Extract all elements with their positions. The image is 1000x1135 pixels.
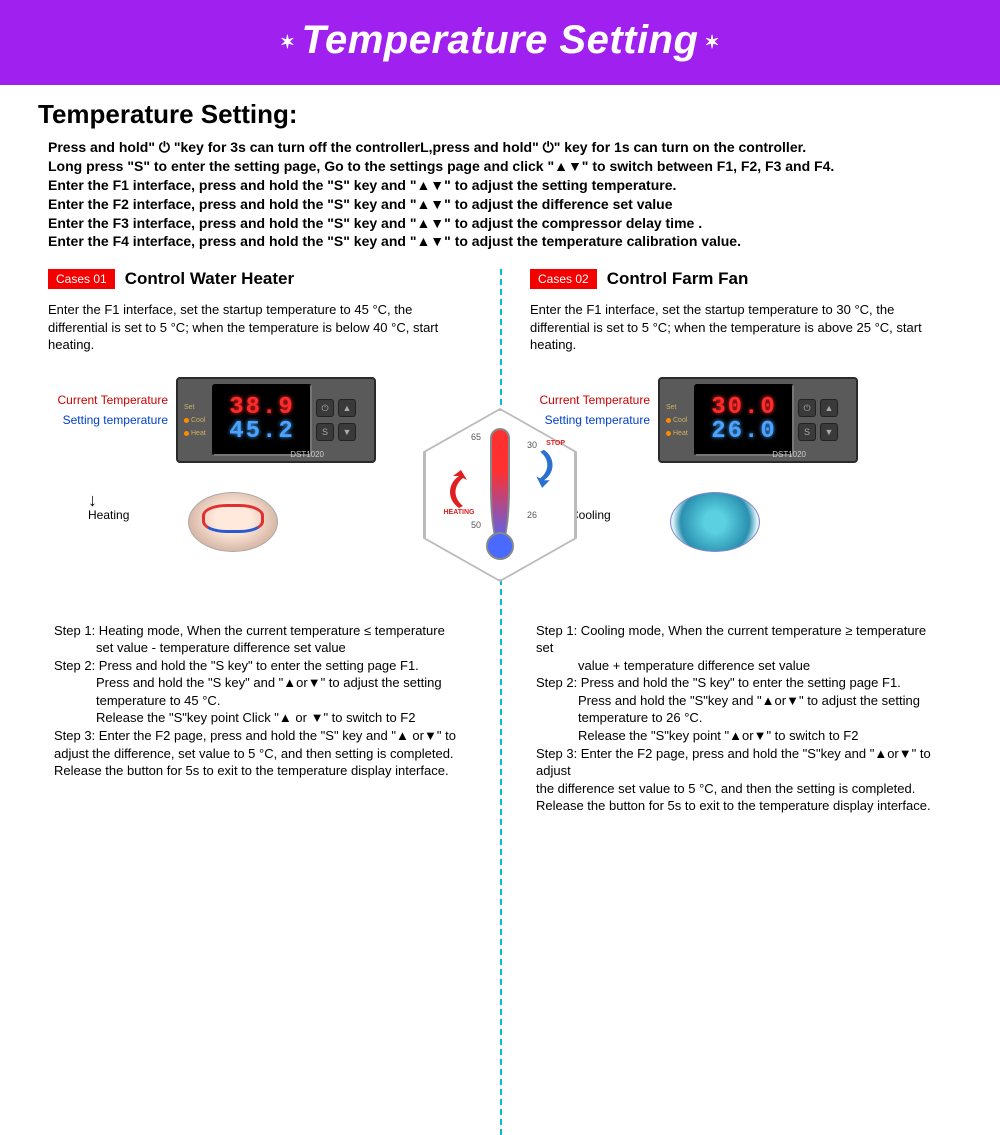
water-heater-icon bbox=[188, 492, 278, 552]
step-line: Step 1: Heating mode, When the current t… bbox=[54, 622, 464, 640]
step-line: the difference set value to 5 °C, and th… bbox=[536, 780, 946, 798]
controller-device: Set Cool Heat 30.0 26.0 ⏻▲ S▼ DST1020 bbox=[658, 377, 858, 463]
instruction-line: Long press "S" to enter the setting page… bbox=[48, 157, 962, 176]
display-current: 38.9 bbox=[229, 396, 295, 420]
step-line: Release the "S"key point Click "▲ or ▼" … bbox=[54, 709, 464, 727]
device-model: DST1020 bbox=[772, 450, 806, 459]
label-current-temp: Current Temperature bbox=[48, 391, 168, 410]
display-setting: 45.2 bbox=[229, 420, 295, 444]
step-line: Release the button for 5s to exit to the… bbox=[54, 762, 464, 780]
step-line: value + temperature difference set value bbox=[536, 657, 946, 675]
s-button-icon: S bbox=[316, 423, 334, 441]
instruction-line: Enter the F1 interface, press and hold t… bbox=[48, 176, 962, 195]
case-title: Control Water Heater bbox=[125, 269, 294, 289]
step-line: Step 3: Enter the F2 page, press and hol… bbox=[536, 745, 946, 780]
star-icon: ✶ bbox=[704, 32, 720, 52]
device-model: DST1020 bbox=[290, 450, 324, 459]
tick-65: 65 bbox=[471, 432, 481, 442]
arrow-down-icon: ↓ bbox=[88, 493, 470, 507]
instruction-line: Enter the F3 interface, press and hold t… bbox=[48, 214, 962, 233]
case-badge: Cases 02 bbox=[530, 269, 597, 289]
instructions-block: Press and hold" ⏻ "key for 3s can turn o… bbox=[48, 138, 962, 251]
instruction-line: Press and hold" ⏻ "key for 3s can turn o… bbox=[48, 138, 962, 157]
step-line: Step 1: Cooling mode, When the current t… bbox=[536, 622, 946, 657]
fan-icon bbox=[670, 492, 760, 552]
step-line: Release the button for 5s to exit to the… bbox=[536, 797, 946, 815]
mode-indicator: ↓ Cooling bbox=[570, 493, 952, 521]
section-heading: Temperature Setting: bbox=[38, 99, 962, 130]
s-button-icon: S bbox=[798, 423, 816, 441]
display-current: 30.0 bbox=[711, 396, 777, 420]
power-button-icon: ⏻ bbox=[798, 399, 816, 417]
step-line: Step 2: Press and hold the "S key" to en… bbox=[536, 674, 946, 692]
instruction-line: Enter the F2 interface, press and hold t… bbox=[48, 195, 962, 214]
step-line: Step 2: Press and hold the "S key" to en… bbox=[54, 657, 464, 675]
case-intro: Enter the F1 interface, set the startup … bbox=[530, 301, 952, 357]
arrow-down-icon: ↓ bbox=[570, 493, 952, 507]
label-current-temp: Current Temperature bbox=[530, 391, 650, 410]
step-line: set value - temperature difference set v… bbox=[54, 639, 464, 657]
star-icon: ✶ bbox=[280, 32, 296, 52]
step-line: temperature to 45 °C. bbox=[54, 692, 464, 710]
step-line: Release the "S"key point "▲or▼" to switc… bbox=[536, 727, 946, 745]
case1-steps: Step 1: Heating mode, When the current t… bbox=[48, 622, 470, 780]
case-intro: Enter the F1 interface, set the startup … bbox=[48, 301, 470, 357]
step-line: Press and hold the "S"key and "▲or▼" to … bbox=[536, 692, 946, 710]
step-line: adjust the difference, set value to 5 °C… bbox=[54, 745, 464, 763]
thermometer-graphic: 65 50 30 26 HEATING STOP bbox=[415, 410, 585, 590]
device-cool-label: Cool bbox=[666, 417, 690, 424]
down-button-icon: ▼ bbox=[338, 423, 356, 441]
thermometer-icon bbox=[490, 428, 510, 548]
case-title: Control Farm Fan bbox=[607, 269, 749, 289]
device-heat-label: Heat bbox=[666, 430, 690, 437]
up-button-icon: ▲ bbox=[820, 399, 838, 417]
case2-steps: Step 1: Cooling mode, When the current t… bbox=[530, 622, 952, 815]
up-button-icon: ▲ bbox=[338, 399, 356, 417]
controller-device: Set Cool Heat 38.9 45.2 ⏻▲ S▼ DST1020 bbox=[176, 377, 376, 463]
step-line: temperature to 26 °C. bbox=[536, 709, 946, 727]
device-heat-label: Heat bbox=[184, 430, 208, 437]
down-button-icon: ▼ bbox=[820, 423, 838, 441]
instruction-line: Enter the F4 interface, press and hold t… bbox=[48, 232, 962, 251]
banner: ✶Temperature Setting✶ bbox=[0, 0, 1000, 85]
vertical-divider bbox=[500, 269, 502, 1134]
label-setting-temp: Setting temperature bbox=[48, 411, 168, 430]
cooling-arrow-icon: STOP bbox=[525, 440, 565, 490]
heating-arrow-icon: HEATING bbox=[439, 470, 479, 520]
device-set-label: Set bbox=[666, 404, 690, 411]
reading-labels: Current Temperature Setting temperature bbox=[48, 377, 168, 429]
power-button-icon: ⏻ bbox=[316, 399, 334, 417]
mode-indicator: ↓ Heating bbox=[88, 493, 470, 521]
tick-26: 26 bbox=[527, 510, 537, 520]
device-cool-label: Cool bbox=[184, 417, 208, 424]
device-set-label: Set bbox=[184, 404, 208, 411]
device-display: 38.9 45.2 bbox=[212, 384, 312, 456]
step-line: Press and hold the "S key" and "▲or▼" to… bbox=[54, 674, 464, 692]
step-line: Step 3: Enter the F2 page, press and hol… bbox=[54, 727, 464, 745]
tick-50: 50 bbox=[471, 520, 481, 530]
case-badge: Cases 01 bbox=[48, 269, 115, 289]
banner-title: ✶Temperature Setting✶ bbox=[0, 18, 1000, 63]
display-setting: 26.0 bbox=[711, 420, 777, 444]
device-display: 30.0 26.0 bbox=[694, 384, 794, 456]
